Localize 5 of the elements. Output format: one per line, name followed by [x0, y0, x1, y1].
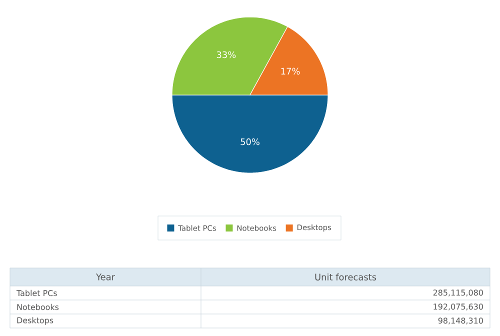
text: Year — [96, 274, 116, 280]
data-label: 33% — [216, 51, 236, 58]
data-label: 50% — [240, 138, 260, 146]
text: Unit forecasts — [315, 274, 376, 280]
data-label: 17% — [281, 68, 300, 75]
